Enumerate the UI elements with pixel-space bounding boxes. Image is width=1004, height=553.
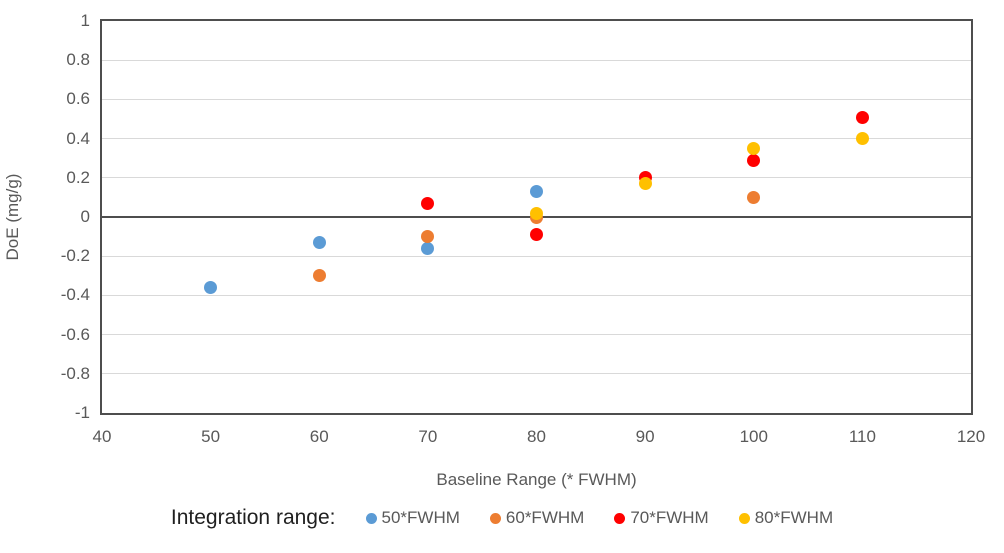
data-point-80*FWHM [747, 141, 761, 155]
legend-item-80*FWHM: 80*FWHM [738, 508, 834, 528]
gridline [102, 98, 971, 100]
data-point-80*FWHM [855, 132, 869, 146]
data-point-70*FWHM [421, 196, 435, 210]
y-tick-label: 0.2 [66, 167, 90, 187]
x-tick-label: 40 [92, 427, 112, 446]
gridline [102, 294, 971, 296]
gridline [102, 177, 971, 179]
data-point-60*FWHM [421, 230, 435, 244]
y-tick-label: -0.2 [60, 246, 90, 266]
gridline [102, 255, 971, 257]
data-point-70*FWHM [855, 110, 869, 124]
gridline [102, 334, 971, 336]
x-axis-title: Baseline Range (* FWHM) [436, 470, 637, 489]
gridline [102, 59, 971, 61]
legend-marker-icon [489, 512, 501, 524]
x-tick-label: 100 [739, 427, 768, 446]
legend-item-60*FWHM: 60*FWHM [489, 508, 585, 528]
data-point-70*FWHM [530, 228, 543, 242]
x-tick-label: 50 [201, 427, 221, 446]
data-point-60*FWHM [747, 190, 761, 204]
legend-item-50*FWHM: 50*FWHM [365, 508, 460, 528]
y-tick-label: -0.4 [60, 285, 90, 305]
legend-label: 80*FWHM [754, 508, 834, 527]
legend-item-70*FWHM: 70*FWHM [614, 508, 709, 528]
x-tick-label: 90 [635, 427, 655, 446]
y-tick-label: 0.4 [66, 128, 90, 148]
y-tick-label: 0.8 [66, 50, 90, 70]
y-tick-label: 0.6 [66, 89, 90, 109]
x-tick-label: 70 [418, 427, 438, 446]
legend-label: 60*FWHM [505, 508, 585, 527]
data-point-60*FWHM [312, 269, 326, 283]
legend-label: 50*FWHM [381, 508, 460, 527]
data-point-70*FWHM [747, 153, 761, 167]
legend-marker-icon [614, 512, 626, 524]
x-tick-label: 80 [527, 427, 546, 446]
plot-area [100, 19, 973, 415]
x-tick-label: 60 [309, 427, 329, 446]
x-tick-label: 120 [956, 427, 986, 446]
x-tick-label: 110 [848, 427, 876, 446]
legend-marker-icon [738, 512, 750, 524]
legend-marker-icon [365, 512, 377, 524]
gridline [102, 138, 971, 140]
data-point-50*FWHM [204, 281, 218, 295]
y-tick-label: 0 [80, 207, 90, 226]
legend-label: 70*FWHM [630, 508, 709, 527]
y-tick-label: -0.8 [60, 363, 90, 383]
data-point-50*FWHM [530, 185, 543, 199]
y-tick-label: -0.6 [60, 324, 90, 344]
gridline [102, 373, 971, 375]
y-tick-label: -1 [74, 403, 90, 422]
data-point-80*FWHM [530, 206, 543, 220]
data-point-80*FWHM [638, 177, 652, 191]
y-tick-label: 1 [80, 11, 90, 30]
legend-title: Integration range: [170, 506, 336, 529]
data-point-50*FWHM [312, 235, 326, 249]
data-point-50*FWHM [421, 241, 435, 255]
legend: Integration range: 50*FWHM 60*FWHM 70*FWHM… [0, 506, 1004, 530]
